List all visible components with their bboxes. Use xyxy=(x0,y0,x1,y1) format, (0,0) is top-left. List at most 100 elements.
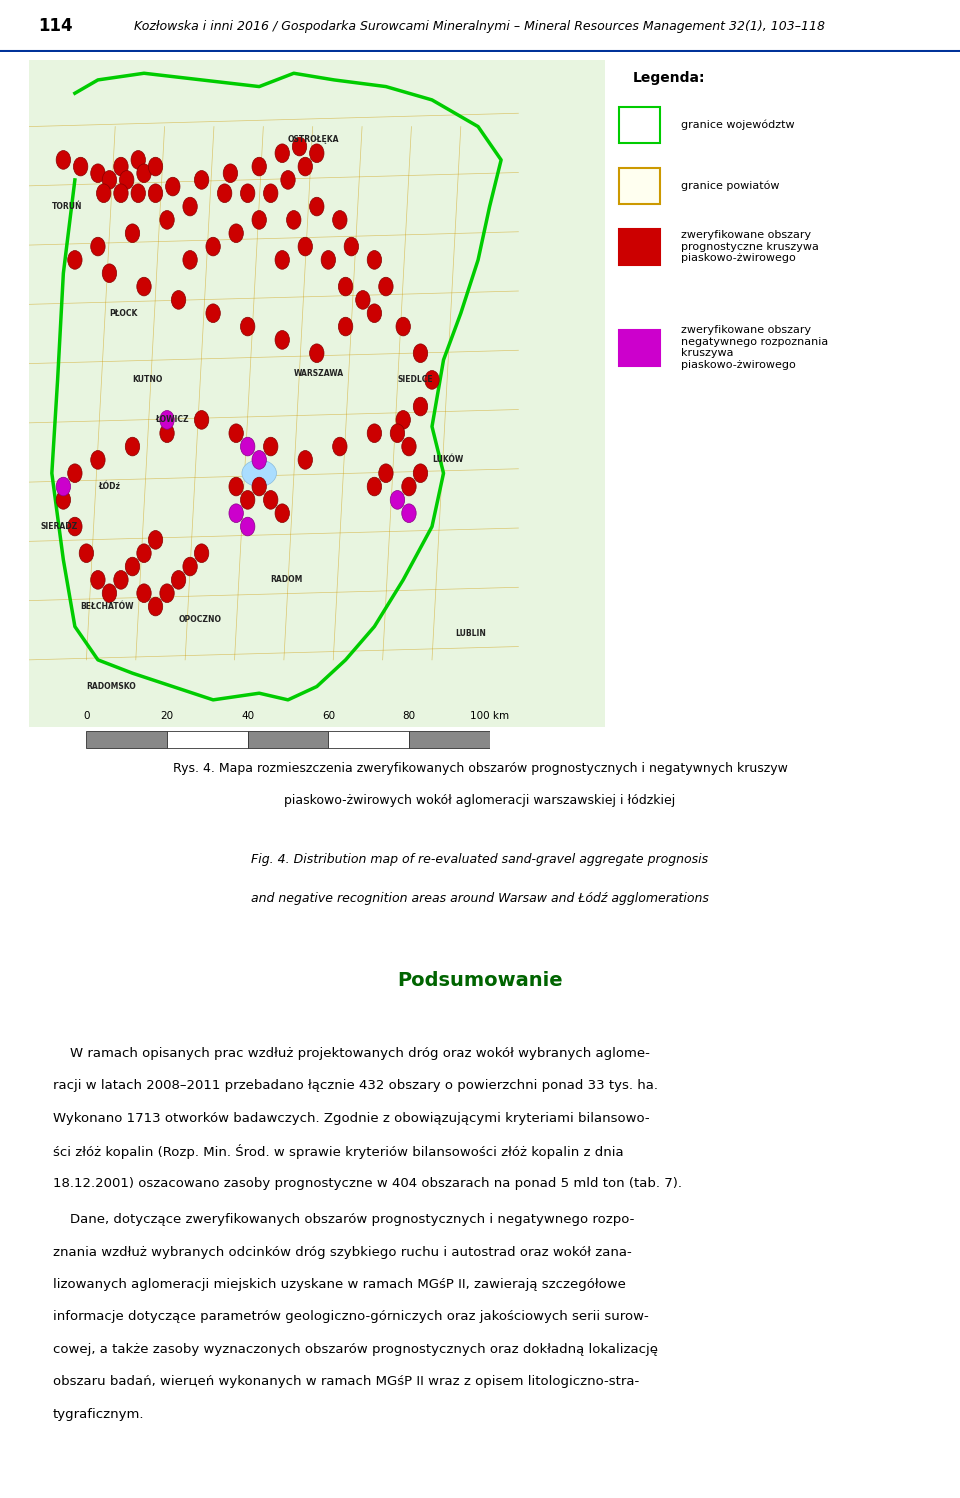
Text: SIERADZ: SIERADZ xyxy=(40,521,78,532)
Ellipse shape xyxy=(367,478,381,496)
Ellipse shape xyxy=(228,478,243,496)
Text: Kozłowska i inni 2016 / Gospodarka Surowcami Mineralnymi – Mineral Resources Man: Kozłowska i inni 2016 / Gospodarka Surow… xyxy=(134,19,826,33)
Text: obszaru badań, wierцеń wykonanych w ramach MGśP II wraz z opisem litologiczno-st: obszaru badań, wierцеń wykonanych w rama… xyxy=(53,1375,639,1389)
Ellipse shape xyxy=(228,223,243,243)
Ellipse shape xyxy=(148,184,162,202)
Ellipse shape xyxy=(131,151,146,169)
Ellipse shape xyxy=(137,277,151,297)
Ellipse shape xyxy=(67,464,82,482)
Text: 114: 114 xyxy=(38,16,73,36)
Ellipse shape xyxy=(194,410,208,430)
Text: granice województw: granice województw xyxy=(681,120,795,130)
Text: znania wzdłuż wybranych odcinków dróg szybkiego ruchu i autostrad oraz wokół zan: znania wzdłuż wybranych odcinków dróg sz… xyxy=(53,1246,632,1258)
Ellipse shape xyxy=(390,490,405,509)
Ellipse shape xyxy=(90,163,106,183)
Text: ŁÓDź: ŁÓDź xyxy=(98,482,120,491)
Text: WARSZAWA: WARSZAWA xyxy=(294,369,344,377)
Ellipse shape xyxy=(172,571,185,589)
Ellipse shape xyxy=(206,304,220,322)
Ellipse shape xyxy=(113,184,129,202)
Ellipse shape xyxy=(183,198,198,216)
Bar xyxy=(86,731,167,748)
Ellipse shape xyxy=(414,397,428,416)
Text: OSTROŁĘKA: OSTROŁĘKA xyxy=(288,135,340,144)
Ellipse shape xyxy=(240,517,255,536)
Text: SIEDLCE: SIEDLCE xyxy=(397,376,433,385)
Ellipse shape xyxy=(125,437,139,455)
Ellipse shape xyxy=(414,345,428,363)
Ellipse shape xyxy=(113,571,129,589)
Ellipse shape xyxy=(355,291,370,309)
Bar xyxy=(248,731,328,748)
Text: OPOCZNO: OPOCZNO xyxy=(179,616,222,625)
Text: 100 km: 100 km xyxy=(470,710,509,721)
Ellipse shape xyxy=(276,144,290,163)
Ellipse shape xyxy=(131,184,146,202)
Ellipse shape xyxy=(96,184,110,202)
Ellipse shape xyxy=(137,163,151,183)
Text: tygraficznym.: tygraficznym. xyxy=(53,1408,144,1420)
Ellipse shape xyxy=(345,237,359,256)
Ellipse shape xyxy=(228,503,243,523)
Text: 20: 20 xyxy=(160,710,174,721)
Ellipse shape xyxy=(280,171,296,189)
Text: W ramach opisanych prac wzdłuż projektowanych dróg oraz wokół wybranych aglome-: W ramach opisanych prac wzdłuż projektow… xyxy=(53,1047,650,1061)
Ellipse shape xyxy=(414,464,428,482)
Text: zweryfikowane obszary
prognostyczne kruszywa
piaskowo-żwirowego: zweryfikowane obszary prognostyczne krus… xyxy=(681,231,819,264)
Ellipse shape xyxy=(390,424,405,442)
Text: Dane, dotyczące zweryfikowanych obszarów prognostycznych i negatywnego rozpo-: Dane, dotyczące zweryfikowanych obszarów… xyxy=(53,1213,635,1227)
Bar xyxy=(618,106,660,142)
Ellipse shape xyxy=(252,157,266,175)
Text: Wykonano 1713 otworków badawczych. Zgodnie z obowiązującymi kryteriami bilansowo: Wykonano 1713 otworków badawczych. Zgodn… xyxy=(53,1112,649,1125)
Ellipse shape xyxy=(367,250,381,270)
Ellipse shape xyxy=(321,250,336,270)
Ellipse shape xyxy=(148,157,162,175)
Ellipse shape xyxy=(309,198,324,216)
Ellipse shape xyxy=(339,318,353,336)
Text: Legenda:: Legenda: xyxy=(633,70,705,85)
Ellipse shape xyxy=(137,544,151,563)
Ellipse shape xyxy=(263,184,278,202)
Text: LUKÓW: LUKÓW xyxy=(432,455,464,464)
Ellipse shape xyxy=(396,410,411,430)
Ellipse shape xyxy=(125,557,139,575)
Ellipse shape xyxy=(333,211,348,229)
Ellipse shape xyxy=(299,237,313,256)
Text: RADOM: RADOM xyxy=(271,575,303,584)
Text: 0: 0 xyxy=(84,710,89,721)
Bar xyxy=(618,330,660,366)
Ellipse shape xyxy=(217,184,231,202)
Ellipse shape xyxy=(113,157,129,175)
Ellipse shape xyxy=(160,424,175,442)
Text: Fig. 4. Distribution map of re-evaluated sand-gravel aggregate prognosis: Fig. 4. Distribution map of re-evaluated… xyxy=(252,854,708,866)
Ellipse shape xyxy=(166,177,180,196)
Text: granice powiatów: granice powiatów xyxy=(681,180,780,192)
Ellipse shape xyxy=(276,503,290,523)
Ellipse shape xyxy=(183,557,198,575)
Ellipse shape xyxy=(333,437,348,455)
Text: TORUŃ: TORUŃ xyxy=(52,202,83,211)
Ellipse shape xyxy=(67,517,82,536)
Ellipse shape xyxy=(276,331,290,349)
Ellipse shape xyxy=(402,503,417,523)
Text: BEŁCHATÓW: BEŁCHATÓW xyxy=(81,602,134,611)
Ellipse shape xyxy=(402,478,417,496)
Ellipse shape xyxy=(396,318,411,336)
Text: Podsumowanie: Podsumowanie xyxy=(397,971,563,990)
Text: zweryfikowane obszary
negatywnego rozpoznania
kruszywa
piaskowo-żwirowego: zweryfikowane obszary negatywnego rozpoz… xyxy=(681,325,828,370)
Ellipse shape xyxy=(183,250,198,270)
Ellipse shape xyxy=(292,138,307,156)
Ellipse shape xyxy=(90,571,106,589)
Ellipse shape xyxy=(240,490,255,509)
Ellipse shape xyxy=(103,584,117,602)
Bar xyxy=(618,229,660,265)
Ellipse shape xyxy=(148,530,162,550)
Ellipse shape xyxy=(103,264,117,283)
Text: 60: 60 xyxy=(322,710,335,721)
Bar xyxy=(328,731,409,748)
Ellipse shape xyxy=(56,490,71,509)
Ellipse shape xyxy=(56,151,71,169)
Ellipse shape xyxy=(90,237,106,256)
Ellipse shape xyxy=(367,424,381,442)
Ellipse shape xyxy=(240,184,255,202)
